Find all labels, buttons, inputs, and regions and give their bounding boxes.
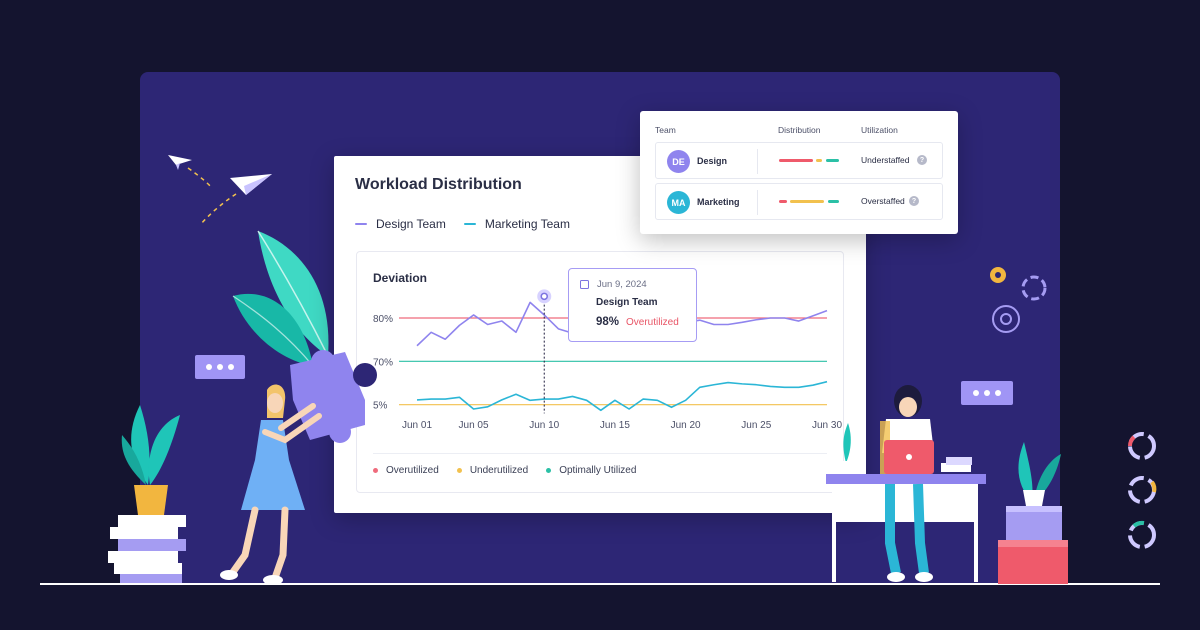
- tooltip-date: Jun 9, 2024: [597, 279, 647, 290]
- tooltip-status: Overutilized: [626, 317, 679, 328]
- distribution-bar-under: [790, 200, 824, 203]
- legend-design-team[interactable]: Design Team: [355, 217, 446, 231]
- divider: [757, 149, 758, 174]
- column-header-distribution: Distribution: [778, 125, 821, 135]
- legend-label: Marketing Team: [484, 217, 570, 231]
- legend-label: Optimally Utilized: [559, 465, 637, 476]
- series-legend: Design Team Marketing Team: [355, 217, 570, 231]
- legend-dot: [373, 468, 378, 473]
- avatar: DE: [667, 150, 690, 173]
- legend-dot: [456, 468, 462, 473]
- distribution-bar-over: [779, 159, 813, 162]
- legend-optimally-utilized: Optimally Utilized: [546, 465, 636, 476]
- y-tick-label: 5%: [373, 401, 388, 412]
- x-tick-label: Jun 25: [741, 420, 771, 431]
- chart-title: Deviation: [373, 271, 428, 285]
- team-name: Design: [697, 156, 728, 166]
- legend-label: Overutilized: [386, 465, 439, 476]
- column-header-team: Team: [655, 125, 676, 135]
- distribution-bar-optimal: [828, 200, 839, 203]
- chart-tooltip: Jun 9, 2024 Design Team 98% Overutilized: [568, 268, 697, 342]
- chat-bubble-icon: [961, 381, 1013, 405]
- column-header-utilization: Utilization: [861, 125, 898, 135]
- distribution-bar-over: [779, 200, 787, 203]
- deviation-chart-panel: Deviation 80% 70% 5% Jun 01 Jun 05 Jun 10 Jun …: [356, 251, 844, 493]
- avatar: MA: [667, 191, 690, 214]
- gear-icon: [990, 267, 1047, 333]
- legend-label: Design Team: [376, 217, 446, 231]
- team-utilization-panel: Team Distribution Utilization DE Design …: [640, 111, 958, 234]
- chat-bubble-icon: [195, 355, 245, 379]
- deviation-chart: 80% 70% 5% Jun 01 Jun 05 Jun 10 Jun 15 Jun 20 Ju…: [373, 289, 842, 431]
- y-tick-label: 70%: [373, 357, 393, 368]
- hover-point: [540, 292, 548, 301]
- card-title: Workload Distribution: [355, 176, 522, 193]
- boxes-plant-illustration: [998, 442, 1068, 584]
- potted-plant-papers-illustration: [108, 405, 186, 583]
- ground-line: [40, 583, 1160, 585]
- team-name: Marketing: [697, 197, 740, 207]
- tooltip-team: Design Team: [596, 297, 658, 308]
- legend-overutilized: Overutilized: [373, 465, 439, 476]
- x-tick-label: Jun 01: [402, 420, 432, 431]
- legend-marketing-team[interactable]: Marketing Team: [463, 217, 570, 231]
- help-icon[interactable]: ?: [917, 155, 927, 165]
- woman-holding-puzzle-illustration: [220, 350, 377, 585]
- utilization-status: Overstaffed: [861, 196, 905, 206]
- legend-label: Underutilized: [469, 465, 529, 476]
- x-tick-label: Jun 10: [529, 420, 559, 431]
- x-tick-label: Jun 20: [671, 420, 701, 431]
- distribution-bar-optimal: [826, 159, 839, 162]
- status-legend: Overutilized Underutilized Optimally Uti…: [373, 465, 636, 476]
- utilization-status: Understaffed: [861, 155, 910, 165]
- legend-dot: [546, 468, 552, 473]
- x-tick-label: Jun 05: [459, 420, 489, 431]
- distribution-bar-under: [816, 159, 822, 162]
- series-line: [416, 380, 828, 412]
- legend-underutilized: Underutilized: [456, 465, 529, 476]
- woman-at-desk-illustration: [826, 385, 986, 582]
- legend-line-marketing: [463, 223, 476, 225]
- x-tick-label: Jun 30: [812, 420, 842, 431]
- help-icon[interactable]: ?: [909, 196, 919, 206]
- divider: [373, 453, 827, 454]
- team-row-marketing[interactable]: MA Marketing Overstaffed ?: [655, 183, 943, 220]
- legend-line-design: [355, 223, 367, 225]
- x-tick-label: Jun 15: [600, 420, 630, 431]
- loading-ring-icons: [1127, 432, 1157, 549]
- tooltip-value: 98%: [596, 316, 620, 328]
- team-row-design[interactable]: DE Design Understaffed ?: [655, 142, 943, 179]
- calendar-icon: [580, 280, 589, 289]
- leaf-plant-illustration: [232, 230, 329, 367]
- y-tick-label: 80%: [373, 314, 393, 325]
- paper-plane-illustration: [168, 155, 272, 226]
- divider: [757, 190, 758, 215]
